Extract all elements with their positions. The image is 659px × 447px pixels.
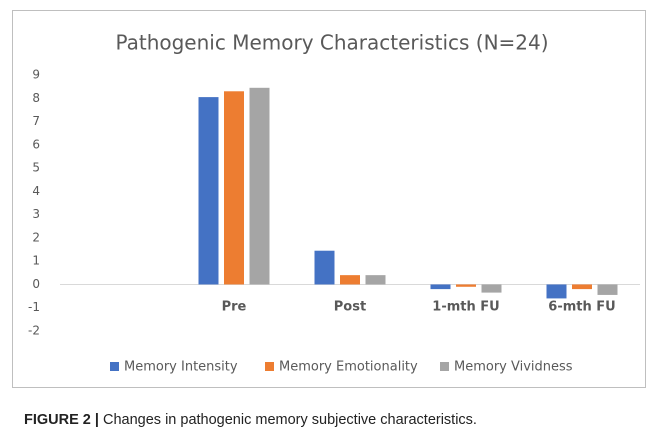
y-tick-label: 4: [32, 184, 40, 198]
chart-title: Pathogenic Memory Characteristics (N=24): [115, 31, 548, 55]
bar: [481, 284, 502, 293]
bar: [597, 284, 618, 295]
legend-swatch: [440, 362, 449, 371]
bar: [249, 87, 270, 285]
bar: [340, 275, 360, 285]
y-tick-label: 2: [32, 230, 40, 244]
x-tick-label: 1-mth FU: [432, 300, 499, 315]
bar: [430, 284, 451, 290]
bar: [572, 284, 592, 290]
legend-label: Memory Vividness: [454, 360, 573, 375]
y-tick-label: 5: [32, 161, 40, 175]
y-tick-label: 8: [32, 91, 40, 105]
bar: [365, 275, 386, 285]
x-tick-label: Pre: [222, 300, 247, 315]
legend-swatch: [265, 362, 274, 371]
legend-swatch: [110, 362, 119, 371]
legend-label: Memory Emotionality: [279, 360, 418, 375]
caption-text: Changes in pathogenic memory subjective …: [103, 412, 477, 428]
y-tick-label: 1: [32, 254, 40, 268]
y-tick-label: 9: [32, 68, 40, 82]
caption-label: FIGURE 2 |: [24, 412, 99, 428]
bar: [546, 284, 567, 299]
bar: [456, 284, 476, 287]
y-tick-label: 7: [32, 114, 40, 128]
y-tick-label: 0: [32, 277, 40, 291]
y-tick-label: 3: [32, 207, 40, 221]
bar: [224, 91, 244, 285]
bar: [314, 250, 335, 285]
chart-frame: [12, 10, 646, 388]
legend-label: Memory Intensity: [124, 360, 238, 375]
chart: Pathogenic Memory Characteristics (N=24)…: [28, 31, 640, 375]
y-tick-label: -2: [28, 324, 40, 338]
caption: FIGURE 2 | Changes in pathogenic memory …: [24, 412, 477, 428]
x-tick-label: 6-mth FU: [548, 300, 615, 315]
bar: [198, 97, 219, 285]
y-tick-label: 6: [32, 137, 40, 151]
y-tick-label: -1: [28, 300, 40, 314]
x-tick-label: Post: [334, 300, 366, 315]
